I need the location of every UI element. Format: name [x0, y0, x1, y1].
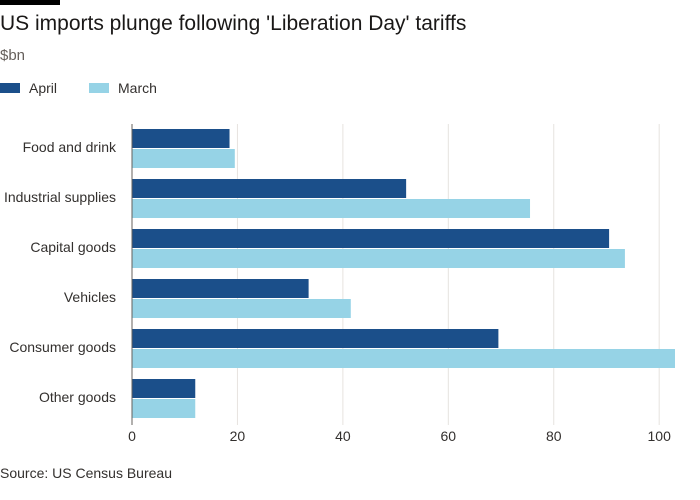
legend-item-march: March [89, 80, 157, 96]
category-label: Other goods [39, 389, 116, 405]
legend-item-april: April [0, 80, 57, 96]
top-rule [0, 0, 60, 5]
category-label: Vehicles [64, 289, 116, 305]
x-tick-label: 40 [335, 428, 351, 444]
bar-april-3 [132, 279, 309, 298]
x-tick-label: 0 [128, 428, 136, 444]
legend-label-april: April [29, 80, 58, 96]
category-label: Industrial supplies [4, 189, 116, 205]
legend: April March [0, 80, 189, 96]
category-label: Food and drink [23, 139, 117, 155]
bar-march-3 [132, 299, 351, 318]
x-tick-label: 100 [648, 428, 672, 444]
bar-march-5 [132, 399, 196, 418]
x-tick-label: 80 [546, 428, 562, 444]
bar-april-2 [132, 229, 610, 248]
bar-march-0 [132, 149, 235, 168]
x-tick-label: 60 [441, 428, 457, 444]
bar-april-0 [132, 129, 230, 148]
source-note: Source: US Census Bureau [0, 465, 172, 481]
bar-april-1 [132, 179, 407, 198]
bar-march-4 [132, 349, 675, 368]
category-label: Capital goods [30, 239, 116, 255]
category-label: Consumer goods [9, 339, 116, 355]
bar-april-4 [132, 329, 499, 348]
bar-april-5 [132, 379, 196, 398]
chart-title: US imports plunge following 'Liberation … [0, 12, 467, 35]
chart-subtitle: $bn [0, 47, 26, 64]
legend-label-march: March [118, 80, 157, 96]
legend-swatch-march [89, 83, 110, 93]
x-tick-label: 20 [230, 428, 246, 444]
bar-march-1 [132, 199, 531, 218]
legend-swatch-april [0, 83, 20, 93]
bar-march-2 [132, 249, 625, 268]
